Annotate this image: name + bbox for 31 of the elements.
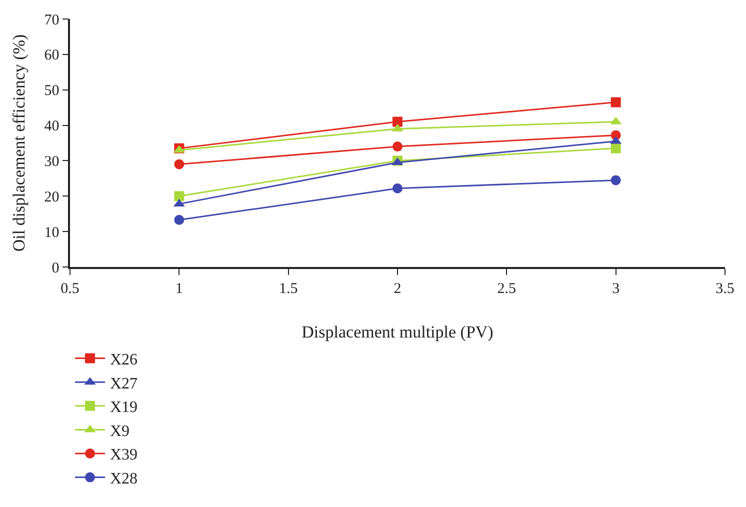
y-tick-label: 40 [44, 118, 60, 135]
legend-label: X19 [110, 399, 138, 416]
point [610, 143, 621, 154]
point [174, 214, 184, 225]
x-tick-label: 3.5 [716, 280, 734, 297]
x-tick-label: 2 [394, 280, 402, 297]
y-tick-label: 70 [44, 12, 60, 28]
x-tick-label: 3 [612, 280, 620, 297]
point [392, 142, 402, 152]
y-tick-label: 10 [44, 224, 60, 241]
legend-label: X28 [110, 470, 138, 488]
y-tick-label: 30 [44, 154, 60, 170]
y-tick-label: 20 [44, 189, 60, 206]
y-axis-title: Oil displacement efficiency (%) [9, 34, 28, 252]
y-tick-label: 50 [44, 83, 60, 100]
point [392, 183, 402, 194]
y-tick-label: 60 [44, 48, 60, 64]
point [610, 175, 621, 186]
x-tick-label: 0.5 [60, 280, 80, 297]
legend-label: X27 [110, 375, 138, 392]
legend-label: X9 [110, 422, 130, 440]
x-tick-label: 1 [175, 280, 183, 297]
point [392, 116, 402, 127]
point [610, 97, 621, 108]
point [174, 191, 184, 202]
x-tick-label: 1.5 [278, 280, 298, 297]
point [174, 159, 184, 170]
x-tick-label: 2.5 [497, 280, 516, 297]
x-axis-title: Displacement multiple (PV) [302, 322, 494, 342]
legend-label: X26 [110, 352, 138, 369]
y-tick-label: 0 [52, 260, 60, 276]
